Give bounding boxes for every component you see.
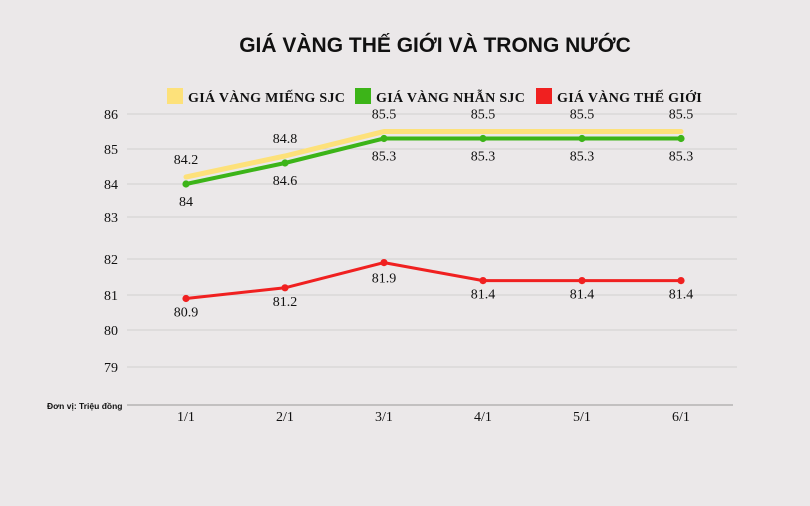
legend: GIÁ VÀNG MIẾNG SJC GIÁ VÀNG NHẪN SJC GIÁ V… bbox=[167, 88, 702, 106]
data-label-thegioi: 81.9 bbox=[372, 272, 397, 287]
data-point-thegioi bbox=[380, 259, 388, 267]
x-tick-label: 1/1 bbox=[177, 410, 195, 425]
data-label-thegioi: 81.4 bbox=[471, 288, 496, 303]
data-point-nhansjc bbox=[281, 159, 289, 167]
data-point-nhansjc bbox=[677, 134, 685, 143]
legend-swatch-miengsjc bbox=[167, 88, 183, 104]
data-label-nhansjc: 85.3 bbox=[669, 150, 694, 165]
data-point-nhansjc bbox=[479, 134, 487, 143]
data-label-nhansjc: 85.3 bbox=[471, 150, 496, 165]
data-label-nhansjc: 84 bbox=[179, 195, 193, 210]
data-point-thegioi bbox=[479, 277, 487, 285]
series-line-miengsjc bbox=[183, 129, 684, 180]
y-tick-label: 86 bbox=[104, 108, 118, 123]
data-label-miengsjc: 85.5 bbox=[570, 108, 595, 123]
data-point-thegioi bbox=[281, 284, 289, 292]
y-tick-label: 81 bbox=[104, 289, 118, 304]
grid bbox=[127, 113, 737, 406]
data-point-thegioi bbox=[182, 294, 190, 303]
data-label-miengsjc: 84.8 bbox=[273, 132, 298, 147]
y-tick-label: 84 bbox=[104, 178, 118, 193]
x-tick-label: 2/1 bbox=[276, 410, 294, 425]
data-point-thegioi bbox=[677, 277, 685, 285]
data-label-thegioi: 80.9 bbox=[174, 306, 199, 321]
data-point-thegioi bbox=[578, 277, 586, 285]
x-tick-label: 3/1 bbox=[375, 410, 393, 425]
data-point-nhansjc bbox=[380, 134, 388, 143]
data-point-nhansjc bbox=[578, 134, 586, 143]
y-tick-label: 80 bbox=[104, 324, 118, 339]
data-label-nhansjc: 85.3 bbox=[570, 150, 595, 165]
x-tick-label: 4/1 bbox=[474, 410, 492, 425]
x-axis-ticks: 1/1 2/1 3/1 4/1 5/1 6/1 bbox=[177, 410, 690, 425]
legend-label-miengsjc: GIÁ VÀNG MIẾNG SJC bbox=[188, 89, 345, 106]
data-label-thegioi: 81.4 bbox=[570, 288, 595, 303]
y-tick-label: 82 bbox=[104, 253, 118, 268]
data-label-miengsjc: 85.5 bbox=[471, 108, 496, 123]
legend-swatch-nhansjc bbox=[355, 88, 371, 104]
series-layer bbox=[182, 129, 685, 303]
legend-label-thegioi: GIÁ VÀNG THẾ GIỚI bbox=[557, 89, 702, 106]
data-label-miengsjc: 85.5 bbox=[372, 108, 397, 123]
legend-swatch-thegioi bbox=[536, 88, 552, 104]
data-label-nhansjc: 85.3 bbox=[372, 150, 397, 165]
data-label-miengsjc: 84.2 bbox=[174, 153, 199, 168]
legend-label-nhansjc: GIÁ VÀNG NHẪN SJC bbox=[376, 88, 525, 106]
data-label-thegioi: 81.4 bbox=[669, 288, 694, 303]
chart-title: GIÁ VÀNG THẾ GIỚI VÀ TRONG NƯỚC bbox=[239, 33, 631, 57]
y-axis-ticks: 79 80 81 82 83 84 85 86 bbox=[104, 108, 118, 376]
series-line-nhansjc bbox=[184, 136, 683, 186]
data-label-miengsjc: 85.5 bbox=[669, 108, 694, 123]
unit-note: Đơn vị: Triệu đồng bbox=[47, 401, 122, 411]
series-line-thegioi bbox=[184, 261, 683, 300]
data-labels: 84.2 84.8 85.5 85.5 85.5 85.5 84 84.6 85.3 85.3 85… bbox=[174, 108, 694, 321]
x-tick-label: 6/1 bbox=[672, 410, 690, 425]
y-tick-label: 79 bbox=[104, 361, 118, 376]
y-tick-label: 85 bbox=[104, 143, 118, 158]
data-point-nhansjc bbox=[182, 180, 190, 188]
y-tick-label: 83 bbox=[104, 211, 118, 226]
data-label-nhansjc: 84.6 bbox=[273, 174, 298, 189]
x-tick-label: 5/1 bbox=[573, 410, 591, 425]
data-label-thegioi: 81.2 bbox=[273, 295, 298, 310]
